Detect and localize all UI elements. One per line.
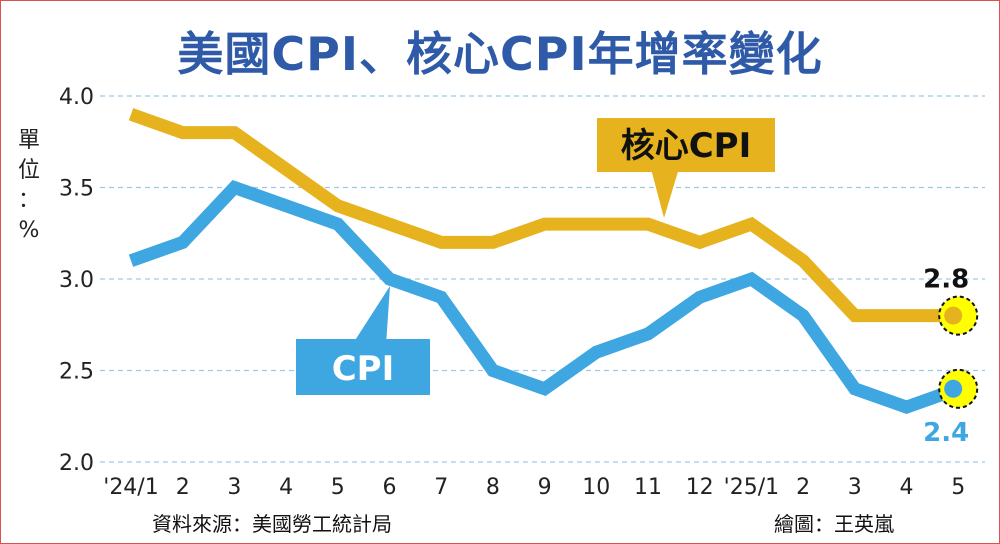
y-tick-label: 2.0: [59, 451, 94, 476]
x-tick-label: '25/1: [724, 475, 779, 500]
x-tick-label: 8: [486, 475, 500, 500]
y-tick-label: 3.5: [59, 177, 94, 202]
x-axis-ticks: '24/1 2 3 4 5 6 7 8 9 10 11 12 '25/1 2 3 4 5: [103, 475, 965, 500]
graphic-credit: 繪圖：王英嵐: [774, 512, 894, 536]
cpi-callout-box: [296, 339, 430, 395]
y-axis-unit-char: 位: [17, 158, 40, 183]
end-marker-dot: [944, 379, 963, 398]
y-tick-label: 4.0: [59, 85, 94, 110]
series-callouts: 核心CPI CPI: [296, 118, 775, 395]
gridlines: [100, 95, 985, 463]
x-tick-label: 10: [582, 475, 610, 500]
y-axis-unit-label: 單位 ：%: [16, 126, 42, 246]
x-tick-label: 7: [434, 475, 448, 500]
x-tick-label: 11: [634, 475, 662, 500]
x-tick-label: '24/1: [103, 475, 158, 500]
cpi-series-label: CPI: [332, 349, 395, 389]
x-tick-label: 6: [383, 475, 397, 500]
y-tick-label: 3.0: [59, 268, 94, 293]
core-cpi-callout-box: [597, 118, 775, 172]
x-tick-label: 3: [848, 475, 862, 500]
core-cpi-callout-pointer: [650, 165, 680, 218]
end-markers: 2.8 2.4: [923, 265, 979, 448]
y-axis-ticks: 2.0 2.5 3.0 3.5 4.0: [59, 85, 94, 476]
x-tick-label: 2: [796, 475, 810, 500]
series-lines: [128, 108, 961, 414]
end-marker-dot: [944, 306, 963, 325]
x-tick-label: 4: [900, 475, 914, 500]
cpi-end-label: 2.4: [923, 418, 969, 448]
core-cpi-end-label: 2.8: [923, 265, 969, 295]
core-cpi-line: [128, 108, 959, 323]
x-tick-label: 12: [686, 475, 714, 500]
cpi-callout-pointer: [352, 286, 390, 345]
y-axis-unit-char: ：: [17, 188, 40, 213]
y-tick-label: 2.5: [59, 360, 94, 385]
core-cpi-series-label: 核心CPI: [621, 126, 752, 166]
y-axis-unit-char: %: [18, 218, 40, 243]
y-axis-unit-char: 單: [17, 128, 40, 153]
x-tick-label: 3: [227, 475, 241, 500]
x-tick-label: 5: [951, 475, 965, 500]
data-source: 資料來源：美國勞工統計局: [152, 512, 392, 536]
chart-title: 美國CPI、核心CPI年增率變化: [177, 27, 823, 81]
x-tick-label: 5: [331, 475, 345, 500]
x-tick-label: 4: [279, 475, 293, 500]
x-tick-label: 2: [176, 475, 190, 500]
x-tick-label: 9: [538, 475, 552, 500]
